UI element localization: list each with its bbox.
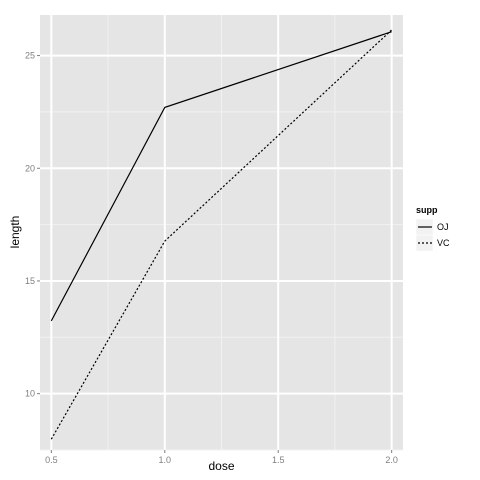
x-axis-ticks: 0.5 1.0 1.5 2.0 bbox=[45, 450, 398, 465]
legend-items: OJ VC bbox=[415, 218, 450, 252]
y-tick-label: 15 bbox=[25, 276, 35, 286]
series-line-oj bbox=[50, 31, 392, 322]
y-tick-label: 20 bbox=[25, 163, 35, 173]
legend-key-background bbox=[415, 234, 434, 252]
major-gridlines bbox=[40, 15, 403, 450]
legend-title: supp bbox=[416, 205, 438, 215]
legend: supp OJ VC bbox=[415, 205, 450, 252]
x-tick-label: 1.0 bbox=[159, 455, 172, 465]
series-lines bbox=[50, 29, 393, 440]
legend-label-vc: VC bbox=[437, 238, 450, 248]
x-axis-title: dose bbox=[208, 459, 234, 473]
legend-label-oj: OJ bbox=[437, 222, 449, 232]
x-tick-label: 2.0 bbox=[385, 455, 398, 465]
y-tick-label: 10 bbox=[25, 389, 35, 399]
y-tick-label: 25 bbox=[25, 51, 35, 61]
series-line-vc bbox=[50, 29, 393, 440]
minor-gridlines bbox=[40, 15, 403, 451]
y-axis-title: length bbox=[8, 216, 22, 249]
x-tick-label: 1.5 bbox=[272, 455, 285, 465]
x-tick-label: 0.5 bbox=[45, 455, 58, 465]
y-axis-ticks: 10 15 20 25 bbox=[25, 51, 40, 399]
